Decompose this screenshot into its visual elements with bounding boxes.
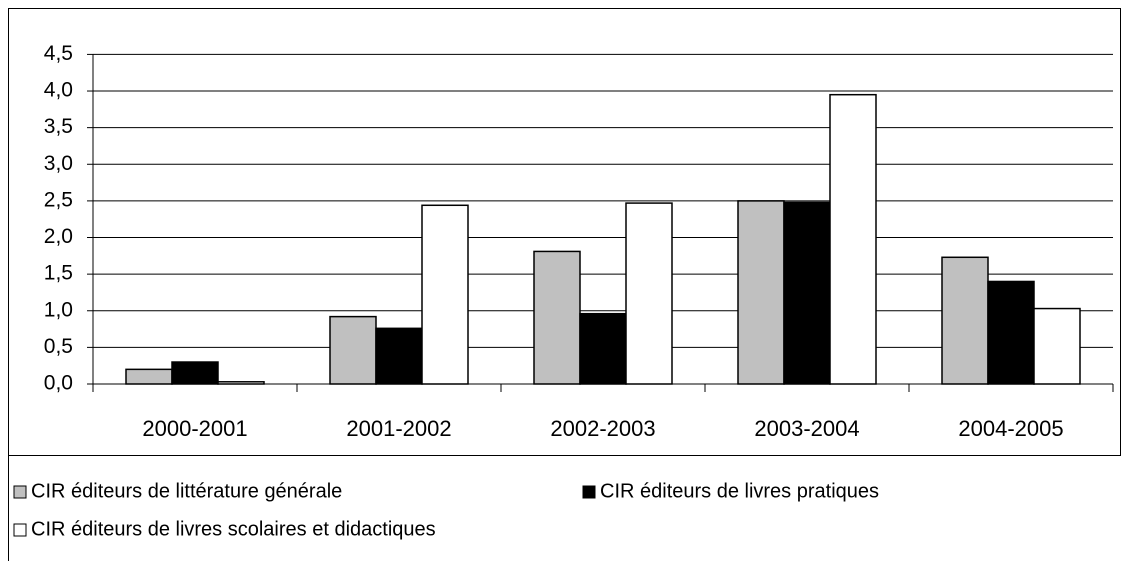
bar — [783, 201, 831, 385]
bar — [533, 250, 581, 385]
legend-label: CIR éditeurs de littérature générale — [31, 480, 342, 502]
y-tick-label: 0,5 — [44, 335, 73, 358]
legend-swatch — [13, 523, 27, 537]
legend-swatch — [13, 485, 27, 499]
bar — [125, 368, 173, 385]
chart-frame — [8, 8, 1121, 456]
bar — [737, 200, 785, 385]
y-tick-label: 0,0 — [44, 372, 73, 395]
bar — [1033, 307, 1081, 385]
bar — [421, 204, 469, 385]
bar — [625, 202, 673, 385]
legend-label: CIR éditeurs de livres scolaires et dida… — [31, 518, 436, 540]
bar — [171, 361, 219, 385]
x-tick-label: 2001-2002 — [346, 416, 451, 441]
bar — [941, 256, 989, 385]
y-tick-label: 4,0 — [44, 79, 73, 102]
y-tick-label: 2,5 — [44, 188, 73, 211]
bar — [217, 381, 265, 385]
y-tick-label: 1,5 — [44, 262, 73, 285]
y-tick-label: 4,5 — [44, 42, 73, 65]
x-tick-label: 2002-2003 — [550, 416, 655, 441]
bar — [829, 93, 877, 385]
y-tick-label: 3,0 — [44, 152, 73, 175]
x-tick-label: 2003-2004 — [754, 416, 859, 441]
bar — [579, 312, 627, 385]
x-tick-label: 2004-2005 — [958, 416, 1063, 441]
y-tick-label: 1,0 — [44, 298, 73, 321]
bar — [329, 315, 377, 385]
bar — [375, 327, 423, 385]
legend-label: CIR éditeurs de livres pratiques — [600, 480, 879, 502]
legend-swatch — [582, 485, 596, 499]
y-tick-label: 2,0 — [44, 225, 73, 248]
y-tick-label: 3,5 — [44, 115, 73, 138]
bar — [987, 280, 1035, 385]
x-tick-label: 2000-2001 — [142, 416, 247, 441]
